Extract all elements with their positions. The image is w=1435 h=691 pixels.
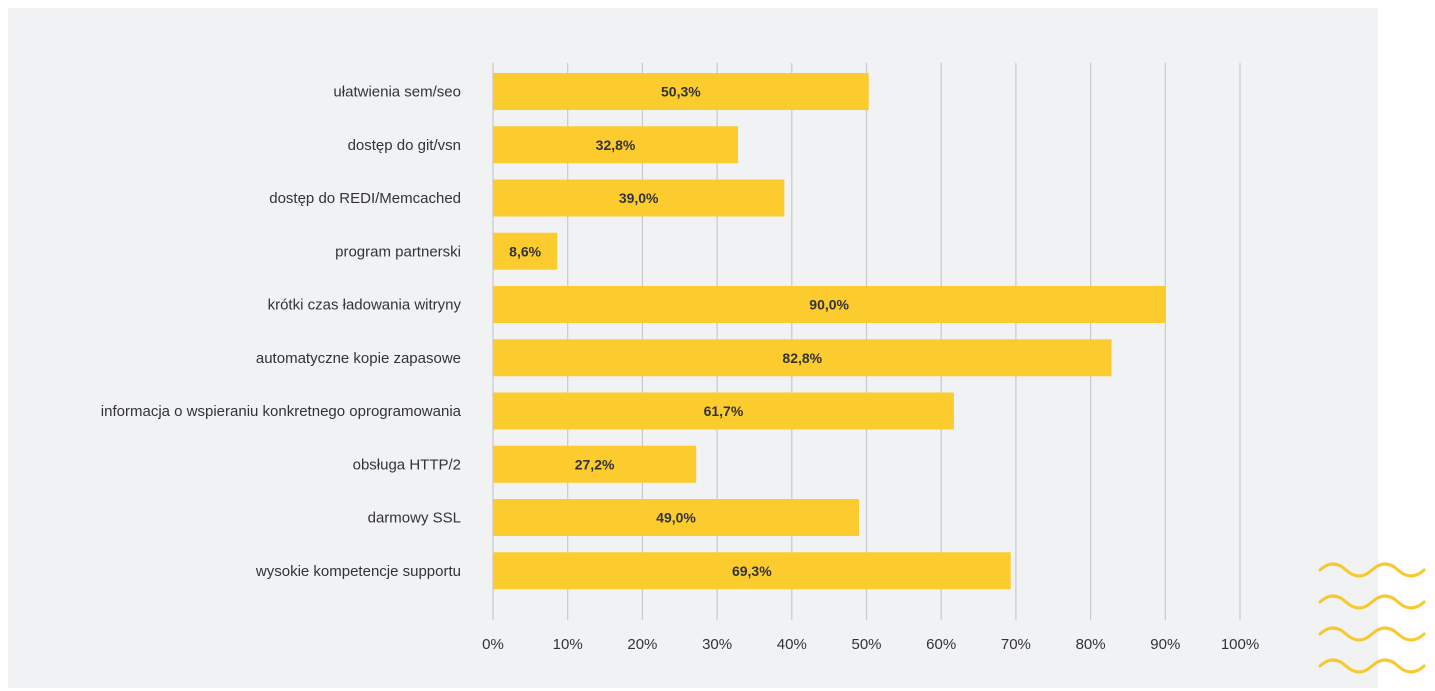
category-label: wysokie kompetencje supportu xyxy=(255,563,461,580)
bar xyxy=(493,445,697,483)
bar xyxy=(493,499,860,536)
bar-value-label: 82,8% xyxy=(782,350,822,366)
category-label: program partnerski xyxy=(335,243,461,260)
x-tick-label: 30% xyxy=(702,636,732,653)
x-tick-label: 0% xyxy=(482,636,504,653)
category-label: dostęp do REDI/Memcached xyxy=(269,190,461,207)
bar-value-label: 32,8% xyxy=(596,137,636,153)
bar xyxy=(493,179,785,217)
category-label: dostęp do git/vsn xyxy=(348,137,461,154)
x-tick-label: 80% xyxy=(1076,636,1106,653)
x-tick-label: 70% xyxy=(1001,636,1031,653)
bar xyxy=(493,232,558,270)
bar-value-label: 49,0% xyxy=(656,510,696,526)
x-tick-label: 20% xyxy=(627,636,657,653)
chart-panel: 50,3% 32,8% 39,0% 8,6% 90,0% 82,8% 61,7% 27,2% 4… xyxy=(8,8,1378,688)
bar-chart: 50,3% 32,8% 39,0% 8,6% 90,0% 82,8% 61,7% 27,2% 4… xyxy=(101,63,1259,653)
bar-value-label: 61,7% xyxy=(704,403,744,419)
wavy-lines-icon xyxy=(1318,562,1426,674)
bar xyxy=(493,126,739,164)
bar xyxy=(493,73,869,110)
bar xyxy=(493,286,1166,323)
x-tick-label: 100% xyxy=(1221,636,1259,653)
category-label: ułatwienia sem/seo xyxy=(333,84,461,101)
x-axis-tick-labels: 0% 10% 20% 30% 40% 50% 60% 70% 80% 90% 100% xyxy=(482,636,1259,653)
category-label: darmowy SSL xyxy=(368,510,461,527)
x-tick-label: 60% xyxy=(926,636,956,653)
bars: 50,3% 32,8% 39,0% 8,6% 90,0% 82,8% 61,7% 27,2% 4… xyxy=(493,73,1166,590)
x-tick-label: 10% xyxy=(553,636,583,653)
bar-value-label: 69,3% xyxy=(732,563,772,579)
category-label: informacja o wspieraniu konkretnego opro… xyxy=(101,403,462,420)
category-label: obsługa HTTP/2 xyxy=(353,456,461,473)
bar-value-label: 90,0% xyxy=(809,297,849,313)
bar xyxy=(493,552,1011,590)
bar-value-label: 8,6% xyxy=(509,243,541,259)
bar-value-label: 39,0% xyxy=(619,190,659,206)
category-labels: ułatwienia sem/seo dostęp do git/vsn dostę… xyxy=(101,84,462,580)
x-tick-label: 40% xyxy=(777,636,807,653)
bar xyxy=(493,339,1112,377)
bar-value-label: 27,2% xyxy=(575,456,615,472)
bar-value-label: 50,3% xyxy=(661,84,701,100)
x-tick-label: 50% xyxy=(851,636,881,653)
category-label: automatyczne kopie zapasowe xyxy=(256,350,461,367)
category-label: krótki czas ładowania witryny xyxy=(268,297,462,314)
bar xyxy=(493,392,954,430)
x-tick-label: 90% xyxy=(1150,636,1180,653)
